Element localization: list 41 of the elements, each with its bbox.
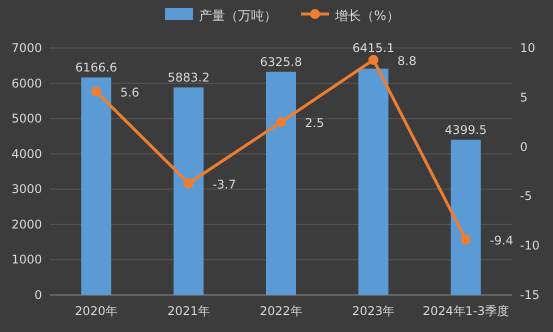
data-label: 6325.8 — [260, 54, 302, 69]
point — [368, 54, 378, 65]
y-tick-label: 7000 — [11, 41, 42, 55]
point — [91, 86, 102, 96]
bar — [266, 72, 296, 295]
legend-label: 增长（%） — [334, 9, 400, 24]
y2-tick-label: 5 — [520, 90, 528, 104]
data-label: 8.8 — [397, 54, 416, 68]
y2-tick-label: 10 — [520, 41, 536, 55]
data-label: 6166.6 — [75, 60, 118, 74]
point — [460, 234, 471, 245]
y2-tick-label: -5 — [520, 189, 532, 204]
bar — [358, 68, 388, 295]
y-tick-label: 3000 — [11, 182, 42, 196]
x-tick-label: 2024年1-3季度 — [422, 304, 509, 318]
y2-tick-label: -15 — [520, 288, 540, 302]
legend-label: 产量（万吨） — [199, 9, 277, 24]
data-label: 5.6 — [120, 85, 140, 100]
data-label: -9.4 — [490, 234, 514, 248]
y-tick-label: 2000 — [11, 217, 42, 232]
y-tick-label: 4000 — [11, 146, 42, 161]
point — [276, 117, 286, 128]
point — [184, 178, 194, 188]
bar — [81, 77, 112, 295]
y2-tick-label: -10 — [520, 238, 540, 253]
y2-tick-label: 0 — [520, 140, 528, 154]
data-label: 5883.2 — [168, 70, 210, 84]
y-tick-label: 1000 — [11, 252, 42, 267]
x-tick-label: 2021年 — [167, 304, 210, 318]
data-label: 4399.5 — [444, 122, 487, 137]
data-label: 2.5 — [305, 116, 324, 130]
data-label: -3.7 — [212, 177, 236, 192]
x-tick-label: 2020年 — [74, 304, 118, 318]
y-tick-label: 0 — [34, 288, 42, 302]
bar — [450, 140, 481, 295]
x-tick-label: 2022年 — [260, 304, 302, 318]
y-tick-label: 6000 — [11, 76, 42, 90]
data-label: 6415.1 — [352, 40, 394, 55]
bar — [174, 87, 204, 295]
y-tick-label: 5000 — [11, 112, 42, 126]
x-tick-label: 2023年 — [352, 304, 395, 318]
